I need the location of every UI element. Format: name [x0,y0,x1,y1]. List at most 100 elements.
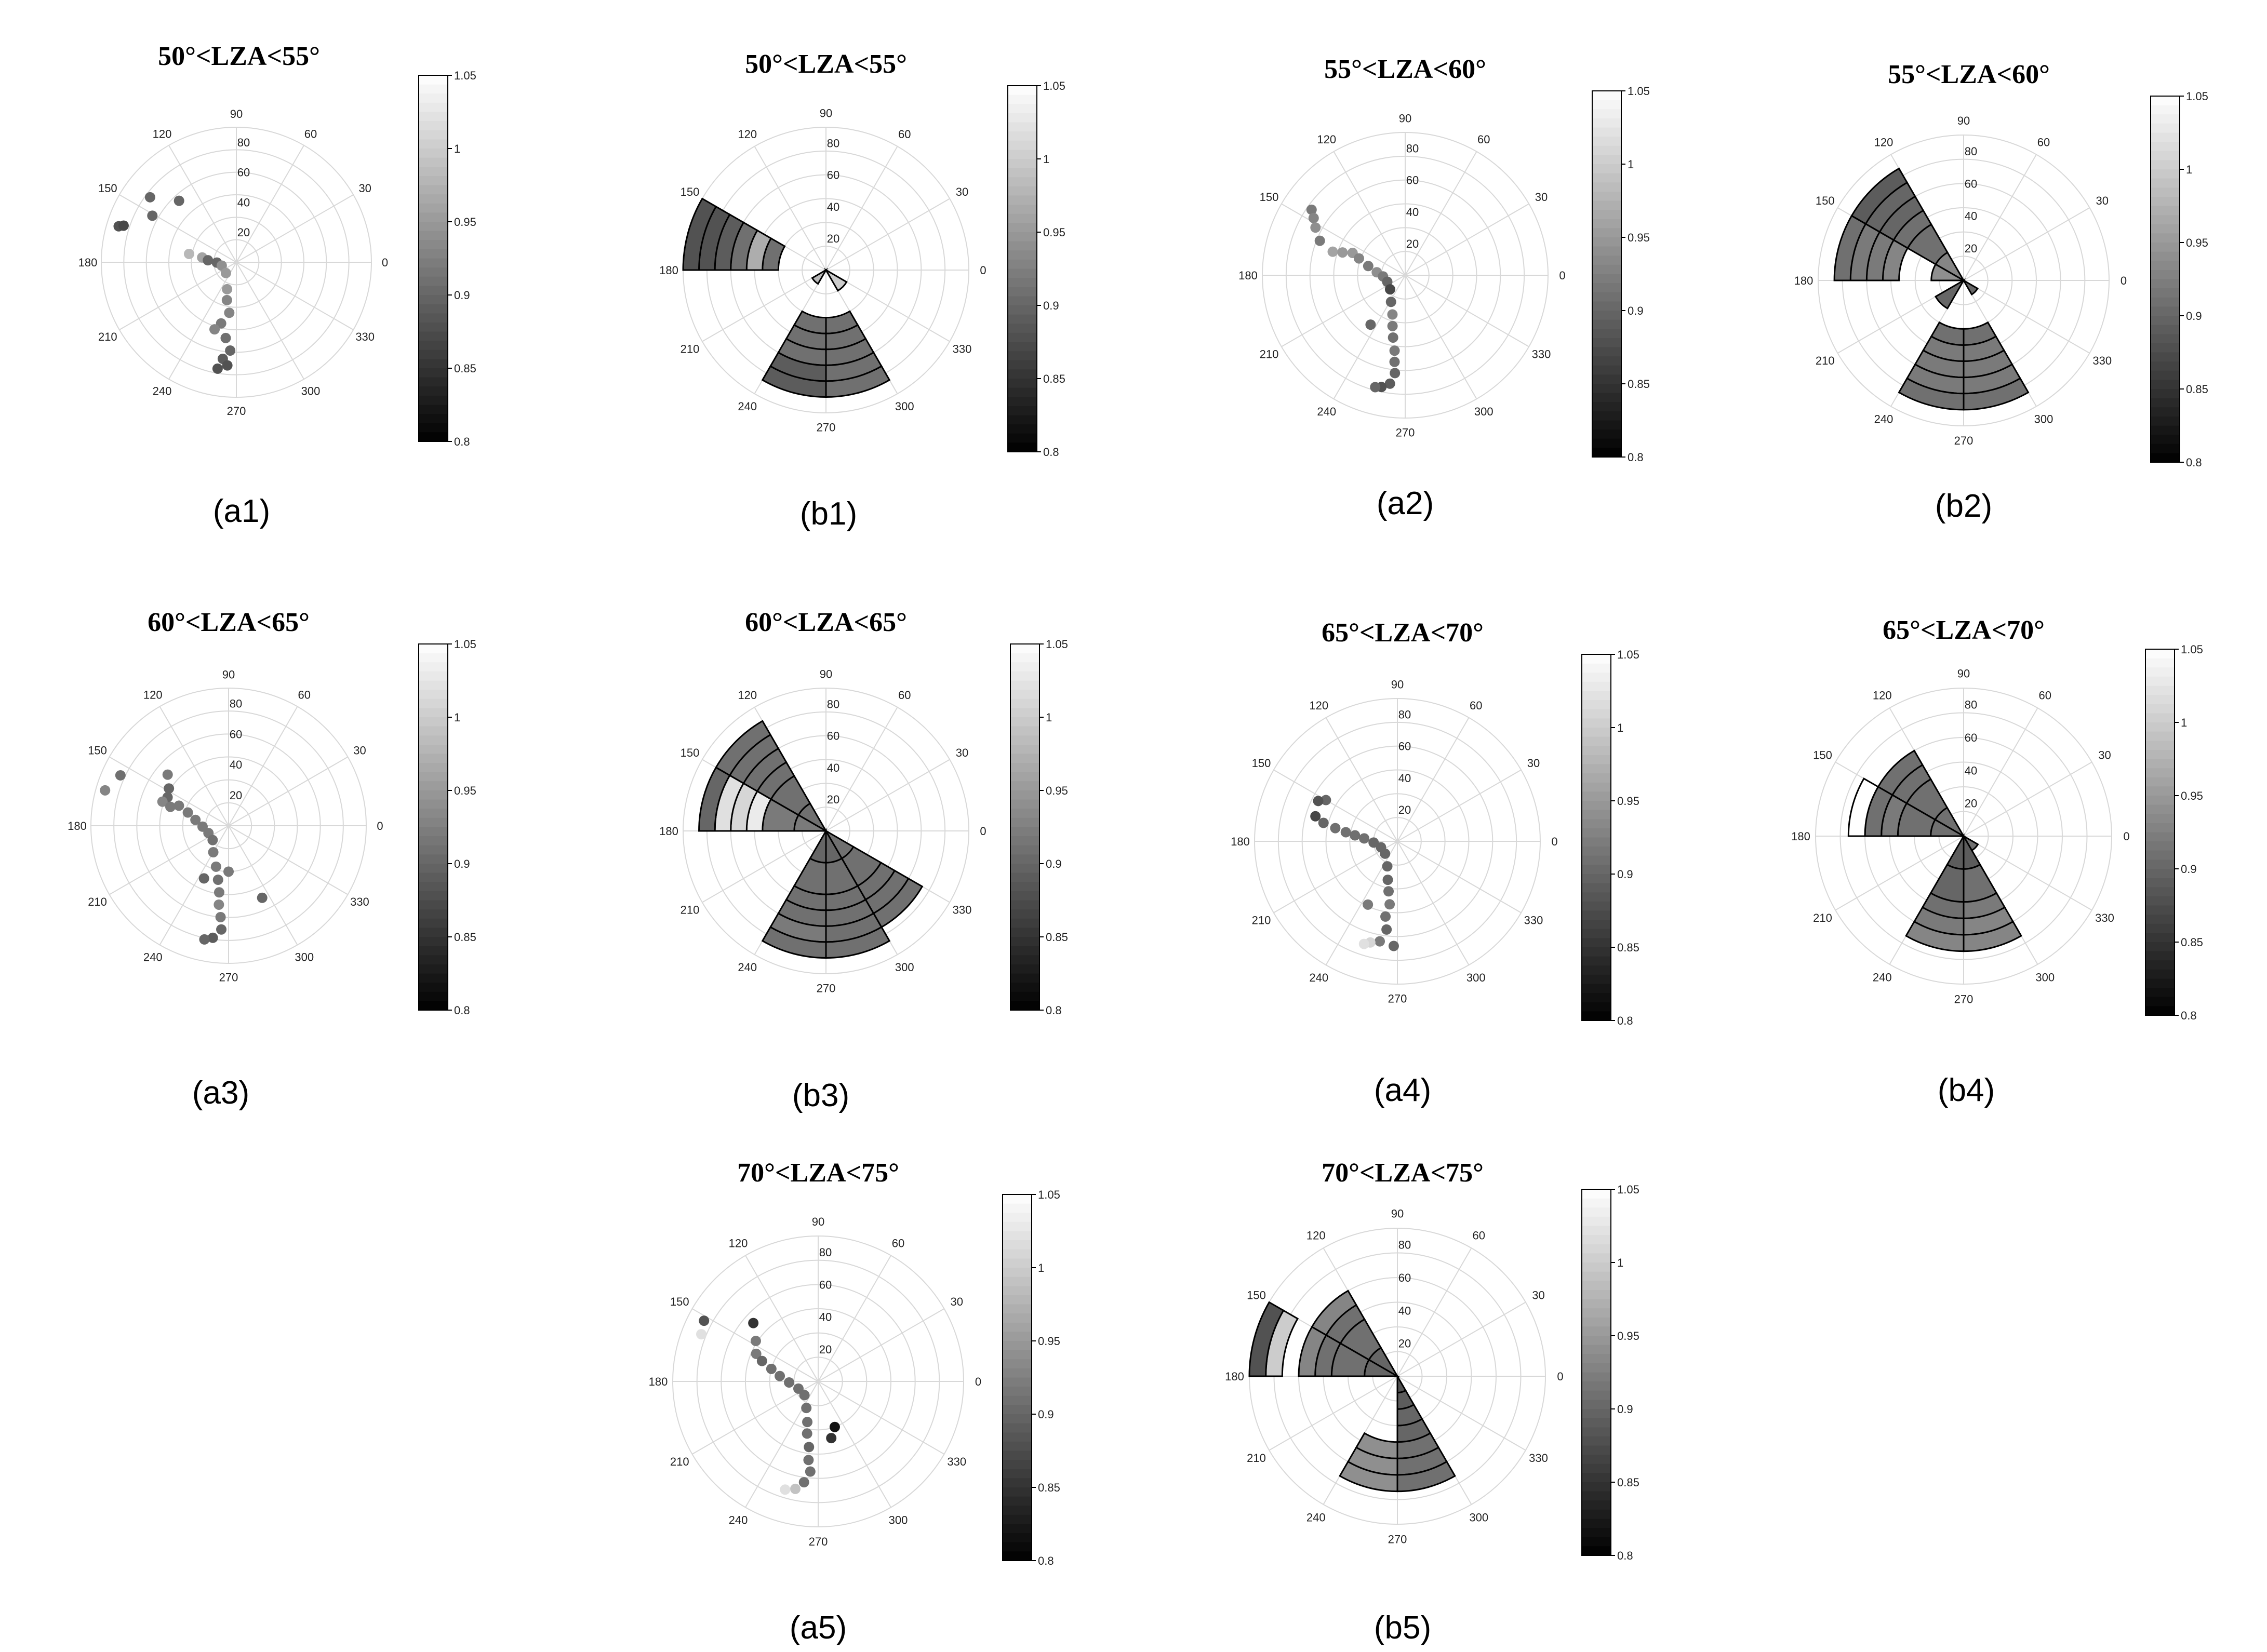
colorbar-gradient-step [419,772,448,782]
colorbar: 0.8 0.85 0.9 0.95 1 1.05 [1007,79,1065,459]
colorbar-gradient-step [419,240,448,250]
colorbar: 0.8 0.85 0.9 0.95 1 1.05 [1581,1183,1639,1562]
colorbar-tick-label: 0.9 [454,289,470,302]
colorbar-tick-label: 0.95 [454,784,476,797]
angle-tick-label: 180 [659,264,678,277]
histogram-sector [1961,834,1979,852]
colorbar-gradient-step [1010,690,1039,700]
panel-b4: 0306090120150180210240270300330204060800… [1791,615,2203,1108]
radial-ticks: 20 40 60 80 [819,1246,832,1356]
scatter-point [1314,235,1325,246]
radial-ticks: 20 40 60 80 [1965,699,1977,810]
scatter-point [1382,875,1393,885]
colorbar-tick-label: 0.95 [1628,231,1650,244]
scatter-point [147,210,158,221]
angle-tick-label: 150 [1816,194,1835,207]
scatter-point [804,1442,815,1453]
colorbar-gradient-step [1010,827,1039,837]
colorbar-gradient-step [419,167,448,177]
colorbar-frame [1007,85,1037,452]
angle-tick-label: 60 [298,689,311,702]
colorbar-gradient-step [2145,649,2175,659]
angle-tick-label: 240 [729,1514,748,1527]
angle-tick-label: 180 [659,825,678,838]
radial-tick-label: 60 [1398,740,1411,753]
angle-tick-label: 150 [98,182,117,195]
colorbar-tick-label: 0.8 [1046,1004,1062,1017]
angle-tick-label: 270 [1388,992,1407,1005]
colorbar-tick-label: 0.8 [1038,1554,1054,1567]
colorbar-gradient-step [1582,1463,1611,1474]
colorbar-tick-label: 0.9 [1046,857,1062,870]
radial-tick-label: 20 [1965,242,1977,255]
grid-spoke [236,262,354,330]
colorbar-gradient-step [2145,896,2175,906]
colorbar-gradient-step [1582,1235,1611,1245]
colorbar-gradient-step [2145,695,2175,705]
scatter-point [802,1417,813,1428]
angle-tick-label: 330 [1529,1452,1548,1465]
radial-tick-label: 60 [230,728,242,741]
colorbar-gradient-step [1582,929,1611,939]
colorbar-gradient-step [1003,1350,1032,1360]
colorbar-gradient-step [1582,1198,1611,1208]
colorbar-gradient-step [1008,223,1037,233]
angle-tick-label: 90 [1957,667,1970,680]
colorbar-gradient-step [1010,662,1039,672]
colorbar-gradient-step [1582,1002,1611,1012]
grid-spoke [1405,275,1477,399]
angle-tick-label: 240 [1309,971,1328,984]
grid-spoke [702,270,826,342]
angle-tick-label: 60 [1477,133,1490,146]
colorbar-gradient-step [1010,772,1039,782]
scatter-point [1375,936,1385,947]
colorbar-gradient-step [1003,1542,1032,1552]
scatter-point [1384,284,1395,295]
colorbar-gradient-step [1582,947,1611,957]
scatter-point [1384,378,1395,389]
colorbar-gradient-step [2145,814,2175,824]
angle-ticks: 0 30 60 90 120 150 180 210 240 270 300 330 [1231,678,1557,1005]
radial-tick-label: 20 [819,1343,832,1356]
scatter-point [174,800,184,811]
scatter-point [780,1484,791,1495]
colorbar-gradient-step [2145,978,2175,989]
grid-spoke [159,825,229,945]
angle-tick-label: 210 [1247,1452,1266,1465]
grid-spoke [825,759,950,831]
angle-tick-label: 120 [143,689,163,702]
colorbar-tick-label: 1.05 [1628,85,1650,98]
colorbar-gradient-step [1582,1409,1611,1419]
colorbar-gradient-step [2145,658,2175,668]
radial-tick-label: 20 [1398,803,1411,816]
colorbar-gradient-step [419,671,448,681]
colorbar-gradient-step [2151,142,2180,152]
angle-tick-label: 300 [1466,971,1486,984]
scatter-point [748,1318,759,1328]
colorbar-frame [1581,654,1611,1021]
colorbar-gradient-step [419,909,448,919]
angle-tick-label: 240 [153,385,172,398]
colorbar-gradient-step [419,918,448,929]
angle-tick-label: 150 [88,744,107,757]
colorbar-gradient-step [1582,691,1611,701]
colorbar-gradient-step [2145,768,2175,778]
colorbar-gradient-step [2151,316,2180,326]
angle-ticks: 0 30 60 90 120 150 180 210 240 270 300 330 [1225,1207,1563,1546]
scatter-point [793,1383,804,1394]
colorbar-gradient-step [1008,140,1037,151]
colorbar-gradient-step [1582,1326,1611,1336]
colorbar-gradient-step [2151,416,2180,426]
scatter-point [1381,924,1392,935]
panel-title: 50°<LZA<55° [745,49,907,79]
colorbar-gradient-step [1003,1432,1032,1442]
colorbar-gradient-step [1008,159,1037,169]
colorbar-gradient-step [1003,1258,1032,1268]
polar-grid [101,127,372,398]
radial-tick-label: 80 [237,136,250,149]
angle-tick-label: 180 [78,256,98,269]
colorbar-gradient-step [1003,1341,1032,1351]
colorbar-gradient-step [419,139,448,149]
histogram-sector [698,766,731,832]
colorbar-gradient-step [1582,1207,1611,1217]
